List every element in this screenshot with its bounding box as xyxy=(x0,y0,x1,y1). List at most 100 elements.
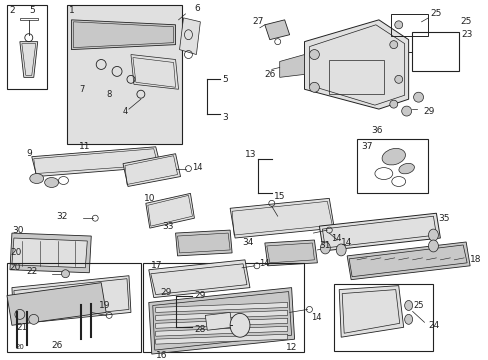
Polygon shape xyxy=(339,285,403,337)
Ellipse shape xyxy=(394,75,402,83)
Polygon shape xyxy=(175,230,232,256)
Text: 5: 5 xyxy=(222,75,227,84)
Bar xyxy=(142,263,303,352)
Text: 14: 14 xyxy=(330,234,341,243)
Polygon shape xyxy=(131,55,178,89)
Polygon shape xyxy=(20,42,38,77)
Text: 3: 3 xyxy=(222,113,227,122)
Ellipse shape xyxy=(427,229,438,241)
Text: 36: 36 xyxy=(370,126,382,135)
Polygon shape xyxy=(155,302,287,312)
Text: 7: 7 xyxy=(79,85,84,94)
Text: 12: 12 xyxy=(285,343,297,352)
Text: 29: 29 xyxy=(194,291,205,300)
Text: 15: 15 xyxy=(273,192,285,201)
Text: 20: 20 xyxy=(10,248,21,257)
Bar xyxy=(67,5,181,144)
Ellipse shape xyxy=(389,41,397,49)
Polygon shape xyxy=(155,318,287,328)
Polygon shape xyxy=(148,288,294,354)
Text: 14: 14 xyxy=(192,163,203,172)
Ellipse shape xyxy=(427,240,438,252)
Text: 22: 22 xyxy=(27,267,38,276)
Text: 32: 32 xyxy=(57,212,68,221)
Text: 20: 20 xyxy=(16,344,25,350)
Polygon shape xyxy=(155,334,287,344)
Polygon shape xyxy=(123,154,180,186)
Text: 30: 30 xyxy=(12,226,23,235)
Ellipse shape xyxy=(61,270,69,278)
Ellipse shape xyxy=(309,50,319,59)
Text: 25: 25 xyxy=(429,9,441,18)
Text: 21: 21 xyxy=(16,323,27,332)
Text: 14: 14 xyxy=(258,259,269,268)
Polygon shape xyxy=(346,242,469,280)
Text: 14: 14 xyxy=(341,238,352,247)
Ellipse shape xyxy=(404,301,412,310)
Bar xyxy=(7,5,46,89)
Text: 25: 25 xyxy=(413,301,423,310)
Polygon shape xyxy=(12,276,131,324)
Ellipse shape xyxy=(30,174,43,184)
Ellipse shape xyxy=(398,163,413,174)
Polygon shape xyxy=(304,20,408,109)
Polygon shape xyxy=(230,198,334,238)
Polygon shape xyxy=(7,283,106,325)
Polygon shape xyxy=(148,260,249,297)
Text: 6: 6 xyxy=(194,4,200,13)
Text: 34: 34 xyxy=(242,238,253,247)
Text: 23: 23 xyxy=(460,30,471,39)
Text: 31: 31 xyxy=(319,242,330,251)
Text: 5: 5 xyxy=(30,6,36,15)
Polygon shape xyxy=(10,233,91,273)
Polygon shape xyxy=(279,55,304,77)
Ellipse shape xyxy=(381,148,405,165)
Ellipse shape xyxy=(320,242,329,254)
Text: 11: 11 xyxy=(79,142,91,151)
Text: 13: 13 xyxy=(244,150,256,159)
Text: 18: 18 xyxy=(469,255,481,264)
Polygon shape xyxy=(71,20,175,50)
Text: 25: 25 xyxy=(459,17,470,26)
Text: 8: 8 xyxy=(106,90,111,99)
Text: 29: 29 xyxy=(161,288,172,297)
Text: 27: 27 xyxy=(251,17,263,26)
Text: 26: 26 xyxy=(52,341,63,350)
Ellipse shape xyxy=(15,310,25,319)
Text: 37: 37 xyxy=(360,142,372,151)
Text: 19: 19 xyxy=(99,301,110,310)
Text: 14: 14 xyxy=(311,313,321,322)
Polygon shape xyxy=(155,310,287,320)
Polygon shape xyxy=(32,147,161,176)
Text: 33: 33 xyxy=(163,222,174,231)
Text: 29: 29 xyxy=(423,107,434,116)
Ellipse shape xyxy=(404,314,412,324)
Text: 24: 24 xyxy=(427,321,439,330)
Text: 1: 1 xyxy=(69,6,75,15)
Bar xyxy=(7,263,141,352)
Polygon shape xyxy=(12,238,87,268)
Polygon shape xyxy=(179,18,200,55)
Polygon shape xyxy=(205,312,232,330)
Ellipse shape xyxy=(29,314,39,324)
Ellipse shape xyxy=(336,244,346,256)
Bar xyxy=(411,32,458,71)
Text: 2: 2 xyxy=(9,6,15,15)
Polygon shape xyxy=(155,326,287,336)
Text: 35: 35 xyxy=(438,214,449,223)
Text: 10: 10 xyxy=(143,194,155,203)
Bar xyxy=(356,139,427,193)
Ellipse shape xyxy=(389,100,397,108)
Ellipse shape xyxy=(44,177,59,188)
Bar xyxy=(328,59,383,94)
Text: 16: 16 xyxy=(155,351,167,360)
Polygon shape xyxy=(264,20,289,40)
Text: 9: 9 xyxy=(27,149,33,158)
Text: 28: 28 xyxy=(194,325,205,334)
Ellipse shape xyxy=(394,21,402,29)
Text: 4: 4 xyxy=(123,107,128,116)
Bar xyxy=(390,14,427,36)
Polygon shape xyxy=(145,193,194,228)
Ellipse shape xyxy=(309,82,319,92)
Polygon shape xyxy=(264,240,317,266)
